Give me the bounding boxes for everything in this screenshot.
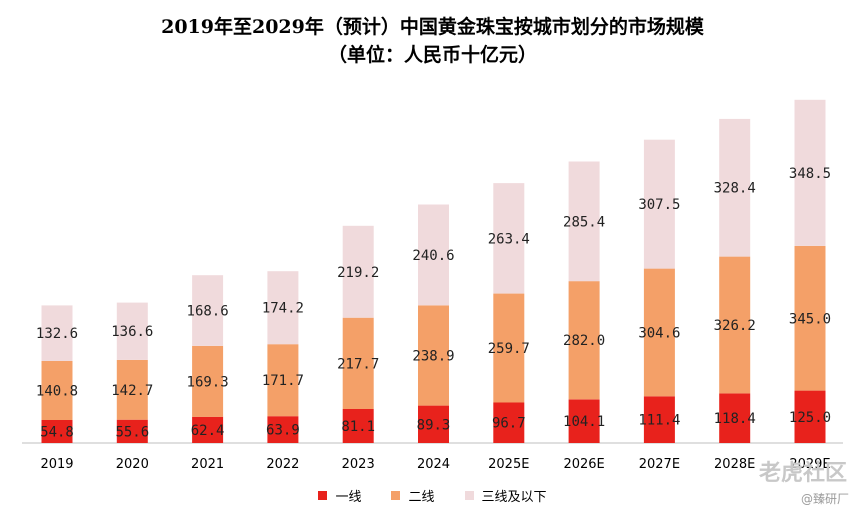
x-tick-label-2025E: 2025E: [488, 457, 529, 472]
x-tick-label-2028E: 2028E: [714, 457, 755, 472]
watermark-handle: @臻研厂: [800, 492, 849, 506]
data-label-tier2-2020: 142.7: [111, 383, 153, 399]
x-tick-label-2029E: 2029E: [789, 457, 830, 472]
bar-tier3-2026E: [568, 161, 600, 282]
bar-tier2-2029E: [794, 245, 826, 391]
bar-tier3-2023: [342, 225, 374, 318]
x-tick-label-2026E: 2026E: [563, 457, 604, 472]
bar-tier2-2024: [418, 305, 449, 406]
data-label-tier1-2025E: 96.7: [492, 416, 526, 432]
data-label-tier3-2022: 174.2: [262, 301, 304, 317]
legend-swatch-tier2: [391, 491, 401, 500]
bar-tier1-2029E: [794, 390, 826, 443]
bar-tier1-2022: [267, 416, 299, 443]
data-label-tier1-2028E: 118.4: [714, 411, 756, 427]
bar-tier2-2025E: [493, 293, 525, 403]
bar-tier1-2019: [41, 420, 73, 443]
legend: 一线 二线 三线及以下: [0, 486, 865, 505]
legend-label-tier1: 一线: [335, 490, 362, 505]
legend-item-tier3: 三线及以下: [464, 486, 547, 505]
legend-label-tier3: 三线及以下: [481, 490, 547, 505]
bar-tier2-2026E: [568, 281, 600, 400]
legend-swatch-tier3: [464, 491, 474, 500]
data-label-tier3-2025E: 263.4: [488, 231, 530, 247]
bar-tier2-2019: [41, 361, 73, 420]
data-label-tier3-2026E: 285.4: [563, 214, 605, 230]
data-label-tier2-2028E: 326.2: [714, 318, 756, 334]
data-label-tier3-2027E: 307.5: [638, 197, 680, 213]
legend-item-tier1: 一线: [318, 486, 361, 505]
bar-tier1-2020: [116, 419, 148, 443]
data-label-tier1-2021: 62.4: [191, 423, 225, 439]
data-label-tier3-2023: 219.2: [337, 265, 379, 281]
data-label-tier3-2029E: 348.5: [789, 166, 831, 182]
bar-tier1-2026E: [568, 399, 600, 443]
legend-label-tier2: 二线: [408, 490, 435, 505]
bar-tier3-2025E: [493, 183, 525, 294]
data-label-tier1-2023: 81.1: [341, 419, 375, 435]
x-tick-label-2023: 2023: [342, 457, 375, 472]
data-label-tier1-2020: 55.6: [115, 424, 149, 440]
data-label-tier3-2028E: 328.4: [714, 181, 756, 197]
bar-tier1-2025E: [493, 402, 525, 443]
bar-tier2-2027E: [643, 268, 675, 397]
data-label-tier2-2021: 169.3: [187, 374, 229, 390]
data-label-tier2-2024: 238.9: [412, 349, 454, 365]
legend-item-tier2: 二线: [391, 486, 435, 505]
x-tick-label-2020: 2020: [116, 457, 149, 472]
data-label-tier3-2020: 136.6: [111, 324, 153, 340]
data-label-tier2-2023: 217.7: [337, 356, 379, 372]
data-label-tier3-2021: 168.6: [187, 304, 229, 320]
bar-tier1-2028E: [719, 393, 751, 443]
bar-tier3-2024: [418, 204, 449, 306]
data-label-tier2-2026E: 282.0: [563, 333, 605, 349]
x-tick-label-2021: 2021: [191, 457, 224, 472]
bar-tier2-2028E: [719, 256, 751, 394]
bar-tier3-2029E: [794, 99, 826, 246]
bar-tier2-2022: [267, 344, 299, 417]
data-label-tier1-2026E: 104.1: [563, 414, 605, 430]
bar-tier3-2027E: [643, 139, 675, 269]
bars-group: 54.8 140.8 132.6 55.6 142.7 136.6 62.4 169.3 168…: [36, 99, 831, 443]
data-label-tier2-2019: 140.8: [36, 384, 78, 400]
x-tick-label-2022: 2022: [266, 457, 299, 472]
x-tick-label-2027E: 2027E: [639, 457, 680, 472]
chart-subtitle: （单位：人民币十亿元）: [327, 44, 537, 66]
data-label-tier3-2019: 132.6: [36, 326, 78, 342]
data-label-tier1-2024: 89.3: [417, 417, 451, 433]
bar-tier3-2019: [41, 305, 73, 361]
bar-tier3-2022: [267, 271, 299, 345]
legend-swatch-tier1: [318, 491, 328, 500]
data-label-tier2-2027E: 304.6: [638, 325, 680, 341]
chart-title: 2019年至2029年（预计）中国黄金珠宝按城市划分的市场规模: [161, 16, 704, 38]
data-label-tier1-2022: 63.9: [266, 423, 300, 439]
x-tick-label-2019: 2019: [40, 457, 73, 472]
data-label-tier2-2029E: 345.0: [789, 311, 831, 327]
bar-tier1-2027E: [643, 396, 675, 443]
x-tick-label-2024: 2024: [417, 457, 450, 472]
bar-tier1-2023: [342, 409, 374, 443]
data-label-tier2-2025E: 259.7: [488, 341, 530, 357]
bar-tier2-2020: [116, 359, 148, 420]
bar-tier3-2020: [116, 302, 148, 360]
bar-tier1-2024: [418, 405, 449, 443]
data-label-tier1-2027E: 111.4: [638, 413, 680, 429]
tick-labels-group: 2019 2020 2021 2022 2023 2024 2025E 2026E 2027E 2…: [40, 457, 830, 472]
bar-tier2-2021: [192, 345, 224, 417]
bar-tier3-2021: [192, 275, 224, 346]
bar-tier3-2028E: [719, 118, 751, 257]
bar-tier2-2023: [342, 317, 374, 409]
data-label-tier3-2024: 240.6: [412, 248, 454, 264]
data-label-tier2-2022: 171.7: [262, 373, 304, 389]
bar-tier1-2021: [192, 416, 224, 443]
data-label-tier1-2029E: 125.0: [789, 410, 831, 426]
data-label-tier1-2019: 54.8: [40, 425, 74, 441]
watermark-brand: 老虎社区: [758, 461, 847, 486]
